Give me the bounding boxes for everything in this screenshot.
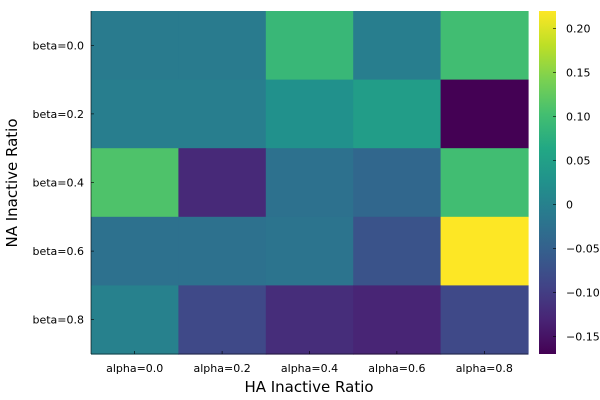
heatmap-cell	[91, 11, 179, 81]
y-tick-label: beta=0.6	[32, 245, 84, 258]
colorbar-tick-label: −0.10	[566, 286, 600, 299]
x-tick-labels: alpha=0.0 alpha=0.2 alpha=0.4 alpha=0.6 alph…	[91, 351, 528, 375]
heatmap-cell	[91, 79, 179, 149]
heatmap-cell	[178, 79, 267, 149]
heatmap-cell	[353, 11, 442, 81]
heatmap-cell	[178, 11, 267, 81]
x-axis-title: HA Inactive Ratio	[244, 378, 373, 396]
heatmap-cell	[265, 285, 354, 355]
x-tick-label: alpha=0.4	[281, 362, 338, 375]
x-tick-label: alpha=0.2	[193, 362, 250, 375]
heatmap-cell	[91, 285, 179, 355]
colorbar-gradient	[539, 11, 556, 354]
heatmap-cell	[440, 11, 529, 81]
colorbar-tick-label: 0.05	[566, 155, 591, 168]
heatmap-cell	[91, 216, 179, 286]
heatmap-cell	[178, 216, 267, 286]
y-axis-title: NA Inactive Ratio	[3, 118, 21, 247]
colorbar	[539, 11, 556, 354]
colorbar-tick-label: 0.15	[566, 67, 591, 80]
heatmap-cell	[440, 148, 529, 218]
heatmap-cell	[91, 148, 179, 218]
heatmap-cell	[265, 148, 354, 218]
colorbar-tick-label: 0	[566, 198, 573, 211]
x-tick-label: alpha=0.0	[106, 362, 163, 375]
heatmap-cell	[353, 148, 442, 218]
y-tick-label: beta=0.4	[32, 177, 84, 190]
y-tick-labels: beta=0.0 beta=0.2 beta=0.4 beta=0.6 beta=0.8	[32, 11, 94, 354]
x-tick-label: alpha=0.8	[456, 362, 513, 375]
x-tick-label: alpha=0.6	[368, 362, 425, 375]
heatmap-cell	[353, 285, 442, 355]
heatmap-cell	[440, 79, 529, 149]
heatmap-cell	[265, 79, 354, 149]
colorbar-tick-label: 0.10	[566, 111, 591, 124]
heatmap-cell	[353, 216, 442, 286]
y-tick-label: beta=0.2	[32, 108, 84, 121]
y-tick-label: beta=0.8	[32, 314, 84, 327]
heatmap-cell	[440, 216, 529, 286]
heatmap-cells	[91, 11, 529, 355]
colorbar-tick-label: 0.20	[566, 23, 591, 36]
heatmap-cell	[178, 285, 267, 355]
heatmap-cell	[178, 148, 267, 218]
heatmap-cell	[265, 11, 354, 81]
y-tick-label: beta=0.0	[32, 39, 84, 52]
colorbar-tick-labels: −0.15 −0.10 −0.05 0 0.05 0.10 0.15 0.20	[553, 23, 600, 343]
heatmap-cell	[265, 216, 354, 286]
heatmap-cell	[353, 79, 442, 149]
colorbar-tick-label: −0.05	[566, 242, 600, 255]
colorbar-tick-label: −0.15	[566, 330, 600, 343]
heatmap-cell	[440, 285, 529, 355]
